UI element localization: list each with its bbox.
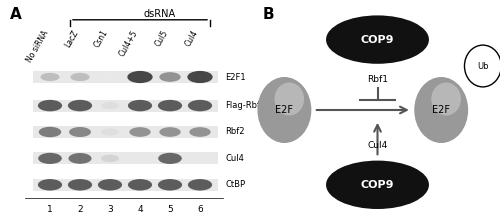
- Ellipse shape: [188, 179, 212, 191]
- Ellipse shape: [70, 73, 90, 81]
- Ellipse shape: [68, 153, 92, 164]
- Ellipse shape: [128, 179, 152, 191]
- Ellipse shape: [188, 71, 212, 83]
- Text: Rbf1: Rbf1: [367, 75, 388, 84]
- Ellipse shape: [128, 100, 152, 111]
- Ellipse shape: [98, 179, 122, 191]
- Text: E2F: E2F: [276, 105, 293, 115]
- Ellipse shape: [102, 74, 118, 80]
- Text: B: B: [262, 7, 274, 22]
- FancyBboxPatch shape: [32, 71, 218, 83]
- Text: Cul5: Cul5: [154, 29, 170, 48]
- Ellipse shape: [39, 127, 61, 137]
- Text: COP9: COP9: [361, 180, 394, 190]
- Ellipse shape: [102, 102, 118, 109]
- Ellipse shape: [160, 127, 180, 137]
- Text: Rbf2: Rbf2: [225, 128, 244, 136]
- Text: Csn1: Csn1: [93, 29, 110, 50]
- Ellipse shape: [68, 100, 92, 111]
- FancyBboxPatch shape: [32, 179, 218, 191]
- Text: dsRNA: dsRNA: [144, 9, 176, 19]
- Ellipse shape: [160, 72, 180, 82]
- Text: Flag-Rbf1: Flag-Rbf1: [225, 101, 265, 110]
- Text: 2: 2: [77, 205, 83, 213]
- Ellipse shape: [130, 127, 150, 137]
- Text: No siRNA: No siRNA: [24, 29, 50, 64]
- Ellipse shape: [158, 153, 182, 164]
- Text: Ub: Ub: [477, 62, 488, 70]
- Ellipse shape: [326, 161, 429, 209]
- Text: E2F1: E2F1: [225, 73, 246, 81]
- Ellipse shape: [68, 179, 92, 191]
- Ellipse shape: [326, 15, 429, 64]
- Ellipse shape: [188, 100, 212, 111]
- Ellipse shape: [38, 179, 62, 191]
- Ellipse shape: [102, 128, 118, 136]
- Ellipse shape: [158, 179, 182, 191]
- Text: 3: 3: [107, 205, 113, 213]
- Text: COP9: COP9: [361, 35, 394, 45]
- Ellipse shape: [40, 73, 60, 81]
- Text: A: A: [10, 7, 22, 22]
- Text: 1: 1: [47, 205, 53, 213]
- Ellipse shape: [274, 82, 304, 116]
- Ellipse shape: [38, 153, 62, 164]
- Text: E2F: E2F: [432, 105, 450, 115]
- Text: CtBP: CtBP: [225, 180, 245, 189]
- Ellipse shape: [158, 100, 182, 111]
- Text: LacZ: LacZ: [63, 29, 80, 49]
- Ellipse shape: [258, 77, 312, 143]
- FancyBboxPatch shape: [32, 126, 218, 138]
- Text: 5: 5: [167, 205, 173, 213]
- Ellipse shape: [190, 127, 210, 137]
- Ellipse shape: [432, 82, 461, 116]
- Ellipse shape: [69, 127, 91, 137]
- Ellipse shape: [38, 100, 62, 111]
- FancyBboxPatch shape: [32, 99, 218, 112]
- Ellipse shape: [464, 45, 500, 87]
- Text: Cul4: Cul4: [225, 154, 244, 163]
- Text: Cul4: Cul4: [368, 141, 388, 150]
- Ellipse shape: [128, 71, 152, 83]
- Text: 6: 6: [197, 205, 203, 213]
- Ellipse shape: [414, 77, 468, 143]
- Text: Cul4+5: Cul4+5: [118, 29, 140, 58]
- Text: Cul4: Cul4: [184, 29, 200, 48]
- Ellipse shape: [101, 155, 119, 162]
- Text: 4: 4: [137, 205, 143, 213]
- FancyBboxPatch shape: [32, 152, 218, 165]
